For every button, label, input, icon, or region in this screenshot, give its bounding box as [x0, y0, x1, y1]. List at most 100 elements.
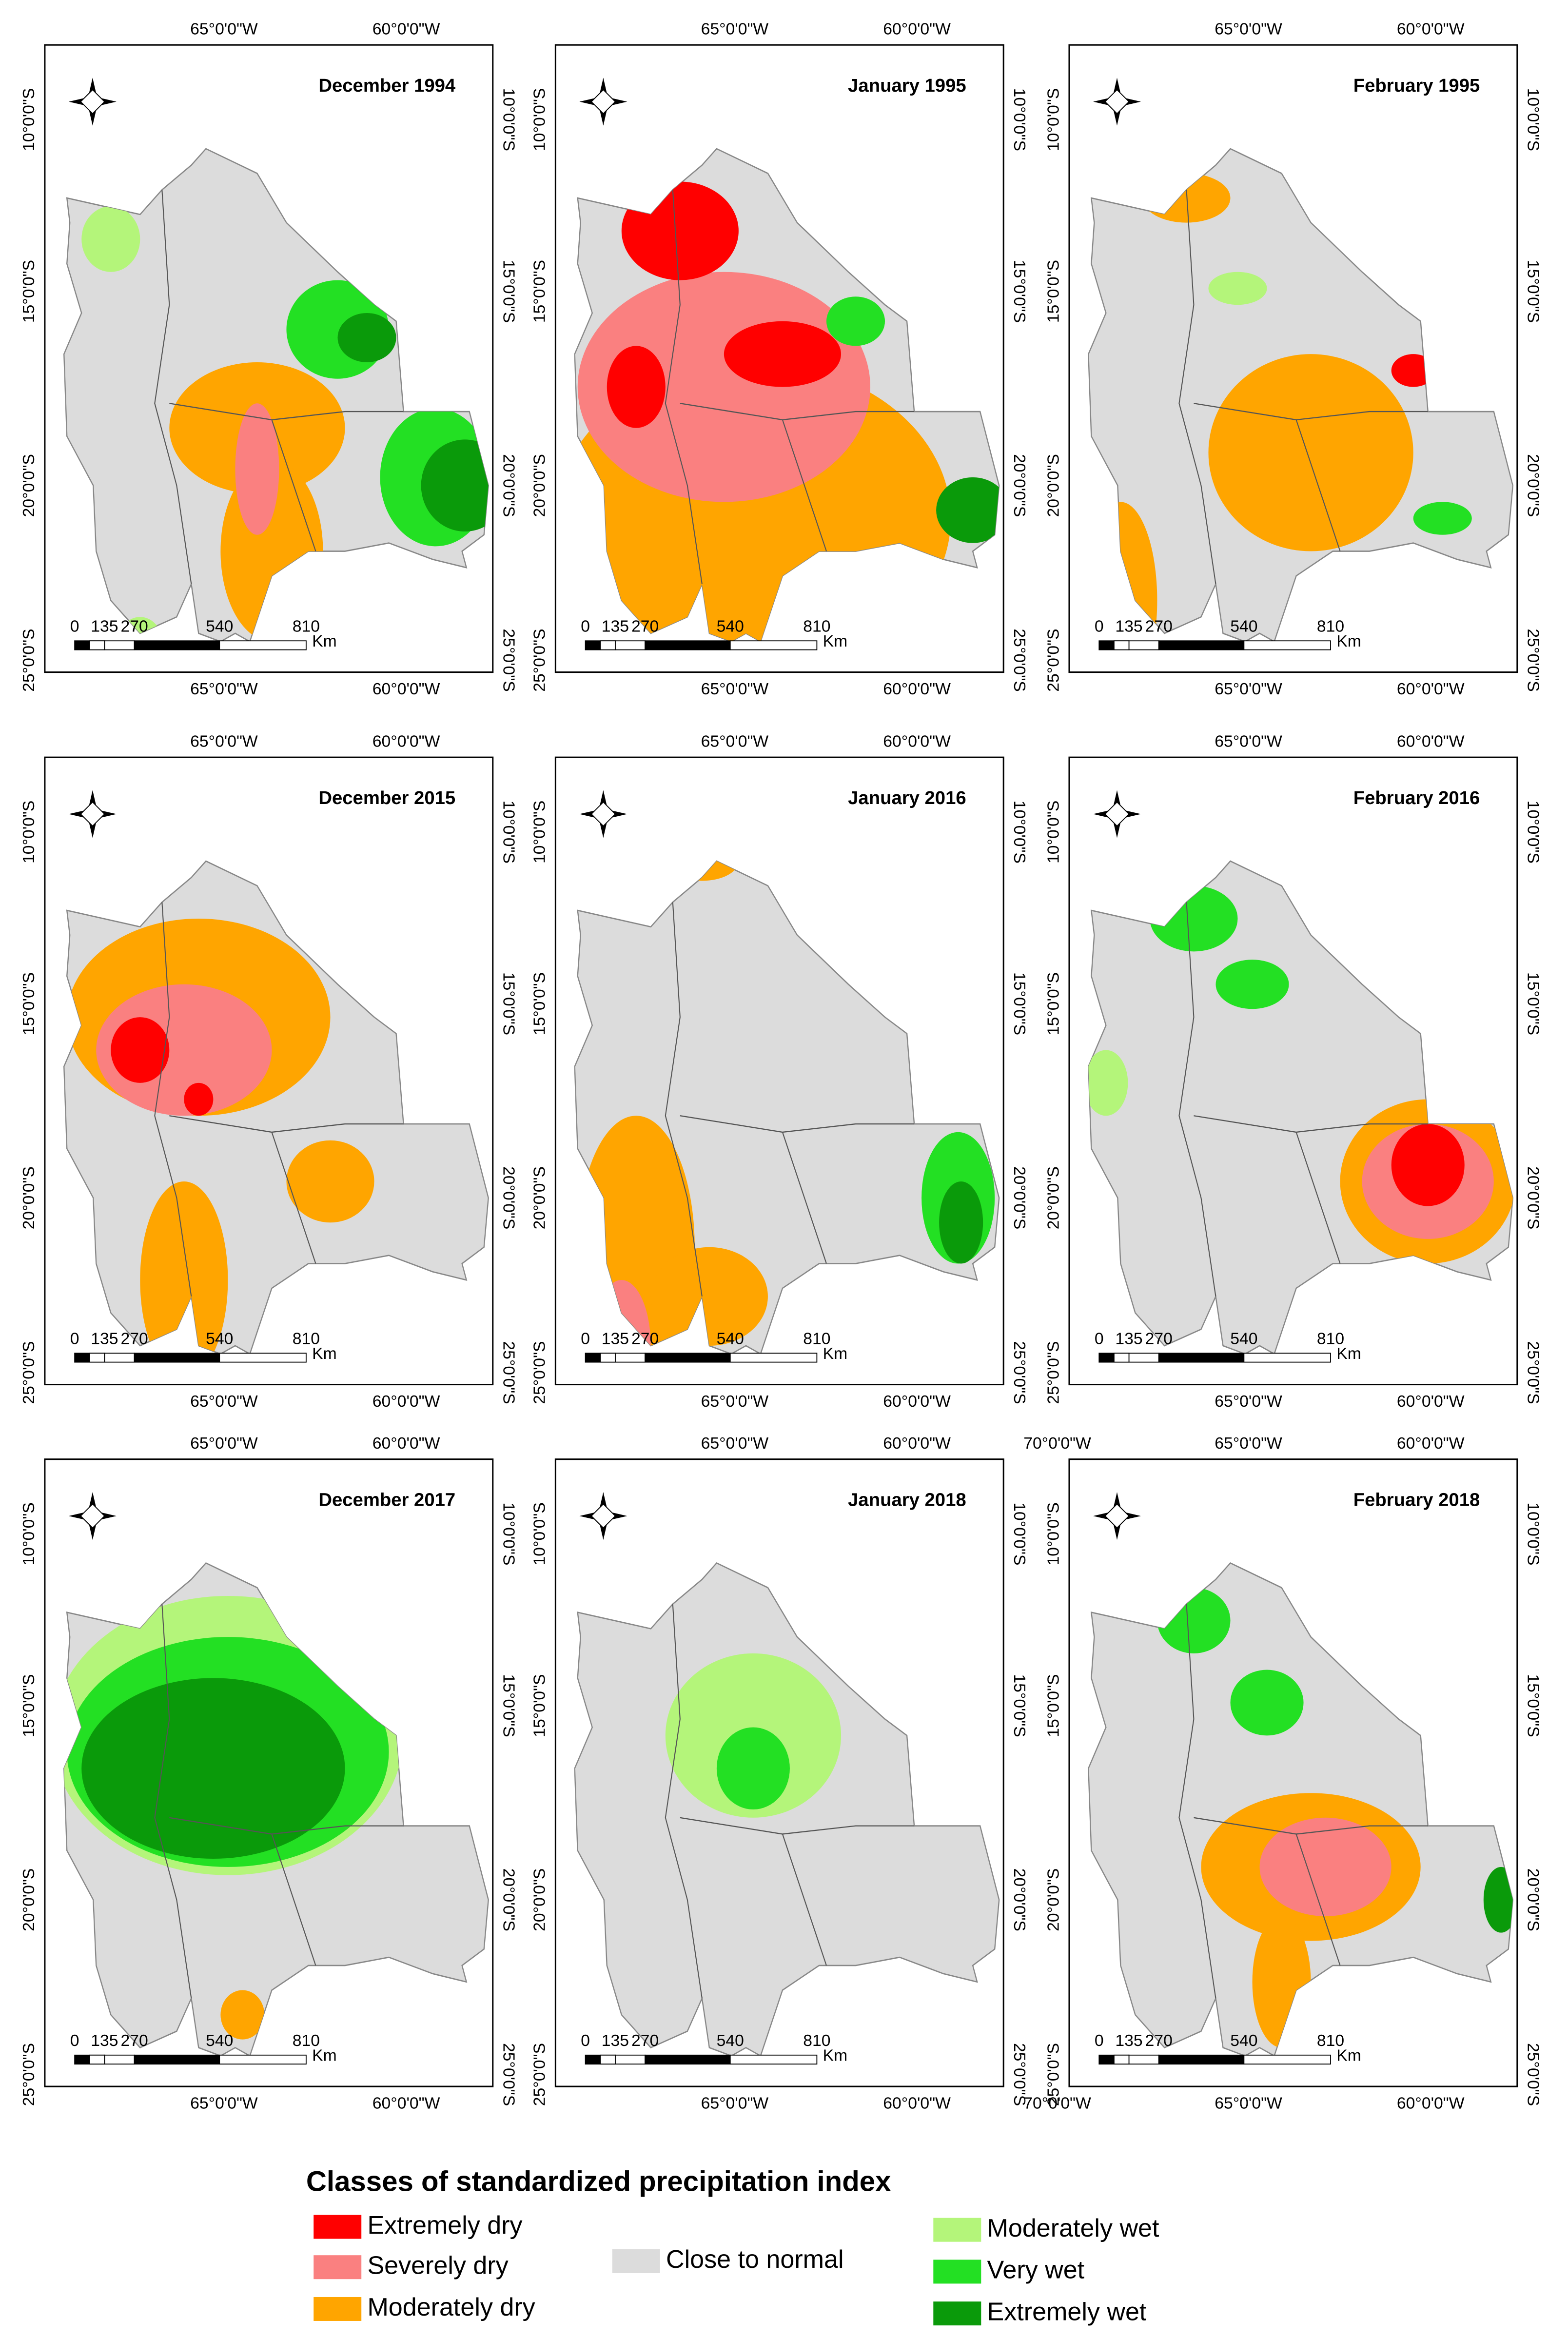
latitude-label: 15°0'0"S	[1524, 260, 1542, 323]
map-panel: January 2016 65°0'0"W 60°0'0"W 65°0'0"W 60°0…	[531, 732, 1028, 1411]
latitude-label: 25°0'0"S	[20, 2043, 38, 2106]
legend-swatch	[314, 2255, 362, 2280]
department-border	[665, 1604, 915, 1999]
longitude-label: 60°0'0"W	[372, 732, 440, 750]
spi-area	[936, 477, 1000, 543]
longitude-label: 65°0'0"W	[190, 732, 258, 750]
legend-label: Moderately dry	[367, 2293, 535, 2321]
latitude-label: 10°0'0"S	[1524, 88, 1542, 151]
longitude-label: 60°0'0"W	[1397, 1393, 1465, 1411]
scale-segment	[1243, 1353, 1331, 1363]
scale-label: 135	[602, 618, 629, 636]
scale-label: 810	[293, 618, 320, 636]
legend-swatch	[933, 2260, 981, 2284]
latitude-label: 15°0'0"S	[531, 1674, 549, 1737]
scale-segment	[600, 1353, 616, 1363]
scale-label: 135	[91, 2032, 118, 2050]
spi-area	[111, 1017, 170, 1083]
latitude-label: 20°0'0"S	[1010, 454, 1028, 517]
scale-segment	[1113, 640, 1130, 650]
latitude-label: 25°0'0"S	[1524, 2043, 1542, 2106]
country-map	[1087, 860, 1514, 1355]
latitude-label: 10°0'0"S	[1044, 801, 1062, 864]
scale-segment	[600, 640, 616, 650]
scale-label: 270	[631, 618, 659, 636]
compass-star	[1104, 801, 1130, 827]
longitude-label: 65°0'0"W	[190, 680, 258, 698]
scale-label: 135	[1115, 618, 1142, 636]
legend-label: Extremely wet	[987, 2298, 1147, 2326]
scale-label: 0	[70, 1330, 79, 1348]
department-border	[665, 190, 915, 585]
scale-label: 810	[803, 618, 830, 636]
spi-area	[1391, 1124, 1465, 1206]
scale-segment	[1158, 640, 1245, 650]
longitude-label: 70°0'0"W	[1023, 2095, 1091, 2113]
map-panel: February 1995 65°0'0"W 60°0'0"W 65°0'0"W 60°…	[1044, 20, 1542, 698]
scale-segment	[104, 2054, 135, 2065]
scale-segment	[645, 2054, 731, 2065]
department-border	[154, 902, 404, 1297]
country-map	[574, 148, 1000, 643]
legend-label: Close to normal	[666, 2245, 843, 2274]
spi-area	[826, 296, 885, 346]
latitude-label: 20°0'0"S	[1044, 1868, 1062, 1931]
scale-label: 540	[206, 618, 233, 636]
latitude-label: 15°0'0"S	[499, 972, 517, 1035]
spi-areas	[574, 181, 1000, 642]
longitude-label: 65°0'0"W	[701, 20, 769, 38]
scale-label: 0	[581, 1330, 590, 1348]
spi-area	[1413, 502, 1472, 535]
longitude-label: 65°0'0"W	[701, 1435, 769, 1453]
legend-swatch	[933, 2218, 981, 2242]
latitude-label: 20°0'0"S	[1524, 1868, 1542, 1931]
legend-swatch	[933, 2301, 981, 2326]
longitude-label: 65°0'0"W	[701, 732, 769, 750]
scale-segment	[614, 2054, 646, 2065]
latitude-label: 15°0'0"S	[1010, 260, 1028, 323]
scale-unit: Km	[312, 2047, 337, 2065]
scale-segment	[219, 1353, 307, 1363]
scale-label: 540	[1230, 2032, 1257, 2050]
map-panel: December 1994 65°0'0"W 60°0'0"W 65°0'0"W 60°…	[20, 20, 517, 698]
longitude-label: 65°0'0"W	[1215, 680, 1282, 698]
compass	[68, 790, 117, 838]
longitude-label: 60°0'0"W	[883, 20, 951, 38]
longitude-label: 60°0'0"W	[883, 732, 951, 750]
longitude-label: 65°0'0"W	[1215, 732, 1282, 750]
latitude-label: 15°0'0"S	[499, 260, 517, 323]
scale-label: 810	[293, 1330, 320, 1348]
compass-star	[590, 1503, 616, 1529]
longitude-label: 60°0'0"W	[372, 680, 440, 698]
longitude-label: 60°0'0"W	[883, 1435, 951, 1453]
latitude-label: 10°0'0"S	[531, 801, 549, 864]
scale-label: 0	[70, 2032, 79, 2050]
longitude-label: 60°0'0"W	[1397, 20, 1465, 38]
scale-label: 270	[1145, 2032, 1173, 2050]
latitude-label: 25°0'0"S	[499, 2043, 517, 2106]
scale-label: 270	[121, 2032, 148, 2050]
latitude-label: 25°0'0"S	[499, 1341, 517, 1404]
longitude-label: 65°0'0"W	[1215, 1393, 1282, 1411]
latitude-label: 20°0'0"S	[531, 1868, 549, 1931]
spi-areas	[67, 918, 374, 1354]
scale-label: 0	[581, 2032, 590, 2050]
spi-areas	[1088, 885, 1513, 1264]
longitude-label: 65°0'0"W	[701, 1393, 769, 1411]
scale-segment	[89, 640, 105, 650]
map-panel: January 2018 65°0'0"W 60°0'0"W 65°0'0"W 60°0…	[531, 1435, 1028, 2113]
compass-star	[80, 801, 105, 827]
latitude-label: 20°0'0"S	[1044, 1166, 1062, 1229]
spi-area	[724, 321, 842, 387]
latitude-label: 15°0'0"S	[20, 1674, 38, 1737]
spi-areas	[1157, 1588, 1513, 2048]
latitude-label: 10°0'0"S	[531, 88, 549, 151]
spi-area	[607, 346, 666, 428]
scale-label: 0	[1095, 2032, 1104, 2050]
latitude-label: 10°0'0"S	[499, 88, 517, 151]
latitude-label: 25°0'0"S	[1010, 1341, 1028, 1404]
compass	[1093, 78, 1141, 126]
scale-unit: Km	[1336, 632, 1361, 650]
latitude-label: 25°0'0"S	[531, 629, 549, 691]
